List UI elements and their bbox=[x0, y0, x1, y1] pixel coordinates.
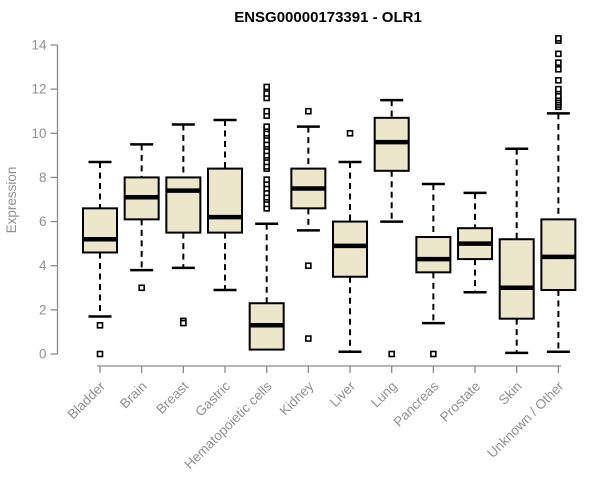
box-rect bbox=[207, 167, 244, 234]
y-tick-label: 6 bbox=[39, 214, 47, 229]
box-prostate bbox=[457, 191, 494, 294]
box-breast bbox=[165, 123, 202, 327]
x-tick-label-kidney: Kidney bbox=[277, 378, 317, 418]
outlier-point bbox=[96, 322, 104, 329]
outlier-point bbox=[305, 335, 312, 342]
y-tick-label: 0 bbox=[39, 347, 47, 362]
box-rect bbox=[165, 176, 202, 234]
box-lung bbox=[373, 98, 410, 358]
outlier-point bbox=[180, 319, 187, 327]
chart-title: ENSG00000173391 - OLR1 bbox=[234, 9, 422, 26]
outlier-point bbox=[555, 59, 562, 66]
outlier-point bbox=[305, 107, 312, 115]
box-liver bbox=[332, 129, 369, 354]
x-tick-label-gastric: Gastric bbox=[192, 378, 233, 419]
outlier-point bbox=[305, 262, 312, 270]
outlier-point bbox=[263, 123, 270, 130]
outlier-point bbox=[555, 35, 562, 42]
y-axis-label: Expression bbox=[4, 167, 19, 234]
outlier-point bbox=[263, 90, 270, 97]
box-rect bbox=[498, 238, 535, 320]
box-rect bbox=[415, 236, 452, 274]
y-tick-label: 4 bbox=[39, 258, 47, 273]
outlier-point bbox=[263, 107, 270, 115]
box-skin bbox=[498, 147, 535, 355]
outlier-point bbox=[555, 50, 562, 58]
x-tick-label-bladder: Bladder bbox=[65, 378, 109, 422]
y-tick-label: 14 bbox=[31, 38, 47, 53]
x-tick-label-brain: Brain bbox=[117, 379, 150, 412]
x-tick-label-liver: Liver bbox=[327, 378, 359, 410]
box-rect bbox=[332, 220, 369, 278]
outlier-point bbox=[263, 176, 270, 183]
x-tick-label-lung: Lung bbox=[368, 379, 400, 411]
outlier-point bbox=[555, 85, 562, 93]
y-tick-label: 8 bbox=[39, 170, 47, 185]
box-hematopoietic-cells bbox=[248, 83, 285, 351]
y-tick-label: 2 bbox=[39, 302, 47, 317]
x-tick-label-unknown-other: Unknown / Other bbox=[484, 378, 567, 461]
outlier-point bbox=[138, 284, 145, 292]
x-tick-label-breast: Breast bbox=[153, 378, 191, 416]
outlier-point bbox=[346, 129, 354, 137]
outlier-point bbox=[96, 350, 104, 358]
outlier-point bbox=[555, 77, 562, 84]
y-tick-label: 12 bbox=[31, 82, 46, 97]
x-tick-label-prostate: Prostate bbox=[437, 379, 483, 425]
outlier-point bbox=[263, 83, 270, 91]
outlier-point bbox=[388, 350, 395, 358]
box-gastric bbox=[207, 118, 244, 292]
y-tick-label: 10 bbox=[31, 126, 46, 141]
x-tick-label-skin: Skin bbox=[496, 379, 525, 408]
box-kidney bbox=[290, 107, 327, 342]
outlier-point bbox=[555, 65, 562, 73]
box-rect bbox=[82, 207, 118, 254]
outlier-point bbox=[430, 350, 437, 358]
x-tick-label-pancreas: Pancreas bbox=[391, 378, 442, 429]
box-unknown-other bbox=[540, 35, 577, 354]
boxes-layer bbox=[82, 35, 577, 358]
box-brain bbox=[123, 143, 160, 292]
box-pancreas bbox=[415, 182, 452, 358]
box-bladder bbox=[82, 160, 118, 358]
